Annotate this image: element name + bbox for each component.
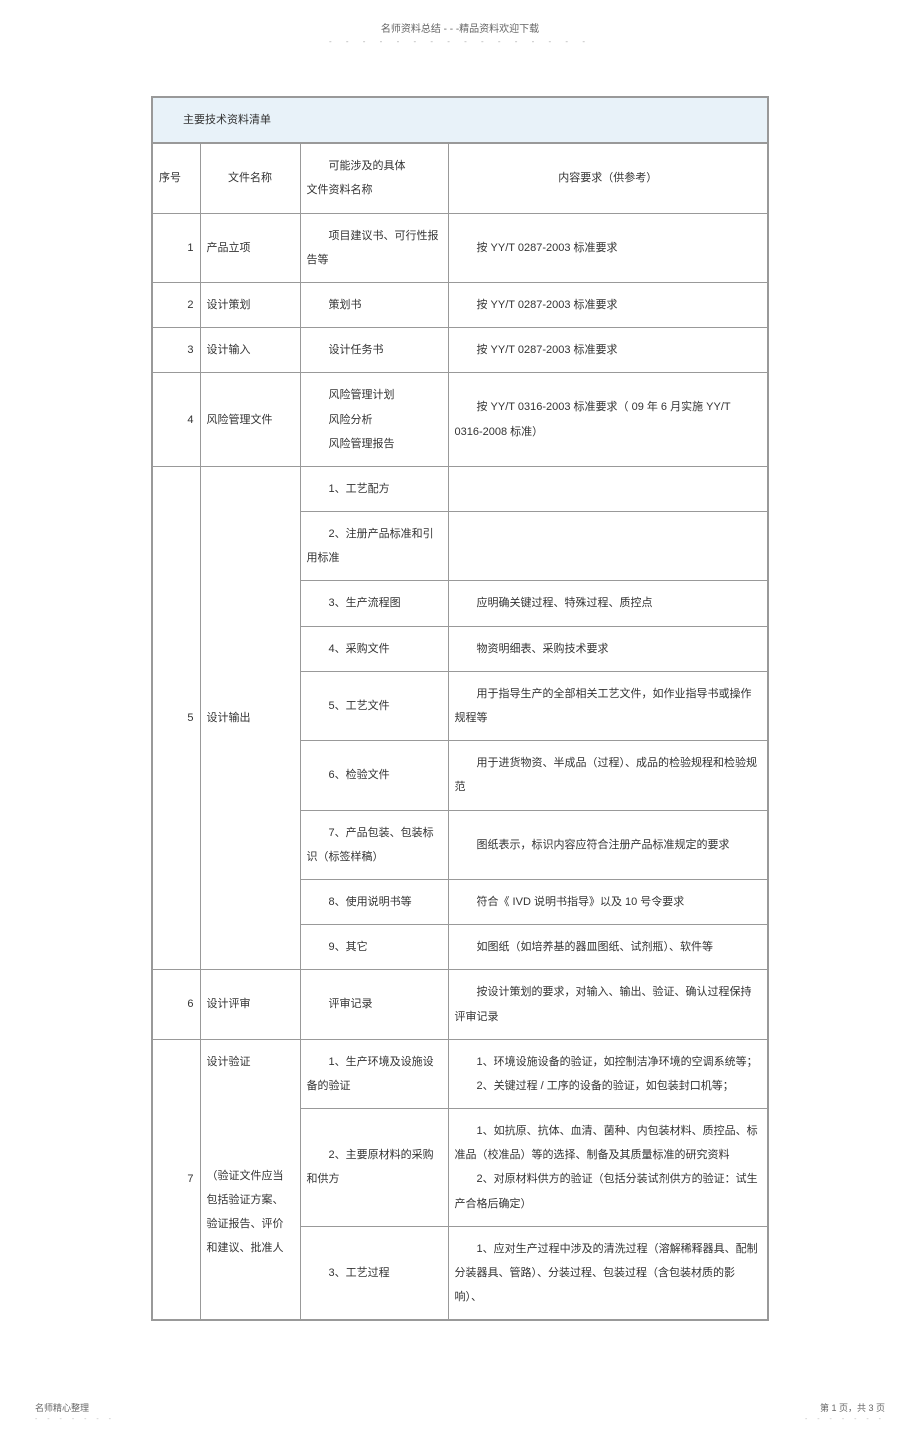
req-line: 2、关键过程 / 工序的设备的验证，如包装封口机等； — [455, 1074, 762, 1098]
cell-req: 按 YY/T 0287-2003 标准要求 — [448, 328, 768, 373]
col-header-doc-l1: 可能涉及的具体 — [307, 154, 442, 178]
cell-doc: 1、生产环境及设施设备的验证 — [300, 1039, 448, 1108]
cell-req: 1、如抗原、抗体、血清、菌种、内包装材料、质控品、标准品（校准品）等的选择、制备… — [448, 1109, 768, 1227]
page-footer: 名师精心整理 - - - - - - - 第 1 页，共 3 页 - - - -… — [35, 1401, 885, 1423]
cell-req: 用于指导生产的全部相关工艺文件，如作业指导书或操作规程等 — [448, 671, 768, 740]
cell-req: 符合《 IVD 说明书指导》以及 10 号令要求 — [448, 879, 768, 924]
footer-left-dots: - - - - - - - — [35, 1416, 115, 1423]
footer-left: 名师精心整理 - - - - - - - — [35, 1401, 115, 1423]
cell-filename: 设计验证 （验证文件应当包括验证方案、验证报告、评价和建议、批准人 — [200, 1039, 300, 1320]
header-dots: - - - - - - - - - - - - - - - - — [0, 37, 920, 46]
cell-doc: 设计任务书 — [300, 328, 448, 373]
table-row: 7 设计验证 （验证文件应当包括验证方案、验证报告、评价和建议、批准人 1、生产… — [152, 1039, 768, 1108]
col-header-num: 序号 — [152, 143, 200, 213]
cell-doc: 项目建议书、可行性报告等 — [300, 213, 448, 282]
cell-doc: 2、注册产品标准和引用标准 — [300, 512, 448, 581]
cell-doc: 4、采购文件 — [300, 626, 448, 671]
cell-num: 4 — [152, 373, 200, 467]
cell-req — [448, 466, 768, 511]
doc-line: 风险分析 — [307, 408, 442, 432]
cell-doc: 3、工艺过程 — [300, 1226, 448, 1320]
cell-req: 按 YY/T 0287-2003 标准要求 — [448, 213, 768, 282]
cell-num: 5 — [152, 466, 200, 969]
cell-req: 物资明细表、采购技术要求 — [448, 626, 768, 671]
cell-filename: 设计输入 — [200, 328, 300, 373]
footer-left-text: 名师精心整理 — [35, 1401, 115, 1414]
table-title: 主要技术资料清单 — [152, 97, 768, 143]
filename-line: （验证文件应当包括验证方案、验证报告、评价和建议、批准人 — [207, 1164, 294, 1261]
cell-doc: 7、产品包装、包装标识（标签样稿） — [300, 810, 448, 879]
req-line: 2、对原材料供方的验证（包括分装试剂供方的验证：试生产合格后确定） — [455, 1167, 762, 1215]
cell-doc: 5、工艺文件 — [300, 671, 448, 740]
cell-doc: 6、检验文件 — [300, 741, 448, 810]
footer-right: 第 1 页，共 3 页 - - - - - - - — [805, 1401, 885, 1423]
footer-right-dots: - - - - - - - — [805, 1416, 885, 1423]
cell-req: 用于进货物资、半成品（过程）、成品的检验规程和检验规范 — [448, 741, 768, 810]
cell-num: 6 — [152, 970, 200, 1039]
cell-req: 1、应对生产过程中涉及的清洗过程（溶解稀释器具、配制分装器具、管路）、分装过程、… — [448, 1226, 768, 1320]
cell-doc: 8、使用说明书等 — [300, 879, 448, 924]
col-header-req: 内容要求（供参考） — [448, 143, 768, 213]
table-row: 2 设计策划 策划书 按 YY/T 0287-2003 标准要求 — [152, 282, 768, 327]
col-header-doc-l2: 文件资料名称 — [307, 178, 442, 202]
cell-req: 如图纸（如培养基的器皿图纸、试剂瓶）、软件等 — [448, 925, 768, 970]
cell-req — [448, 512, 768, 581]
cell-doc: 评审记录 — [300, 970, 448, 1039]
cell-filename: 产品立项 — [200, 213, 300, 282]
table-title-row: 主要技术资料清单 — [152, 97, 768, 143]
table-row: 5 设计输出 1、工艺配方 — [152, 466, 768, 511]
table-row: 3 设计输入 设计任务书 按 YY/T 0287-2003 标准要求 — [152, 328, 768, 373]
cell-num: 3 — [152, 328, 200, 373]
cell-req: 按设计策划的要求，对输入、输出、验证、确认过程保持评审记录 — [448, 970, 768, 1039]
cell-req: 按 YY/T 0316-2003 标准要求（ 09 年 6 月实施 YY/T 0… — [448, 373, 768, 467]
page-header: 名师资料总结 - - -精品资料欢迎下载 — [0, 20, 920, 35]
col-header-doc: 可能涉及的具体 文件资料名称 — [300, 143, 448, 213]
cell-doc: 9、其它 — [300, 925, 448, 970]
cell-doc: 2、主要原材料的采购和供方 — [300, 1109, 448, 1227]
filename-line: 设计验证 — [207, 1050, 294, 1074]
footer-right-text: 第 1 页，共 3 页 — [805, 1401, 885, 1414]
cell-filename: 设计输出 — [200, 466, 300, 969]
req-line: 1、环境设施设备的验证，如控制洁净环境的空调系统等； — [455, 1050, 762, 1074]
table-header-row: 序号 文件名称 可能涉及的具体 文件资料名称 内容要求（供参考） — [152, 143, 768, 213]
cell-num: 1 — [152, 213, 200, 282]
materials-table: 主要技术资料清单 序号 文件名称 可能涉及的具体 文件资料名称 内容要求（供参考… — [151, 96, 769, 1321]
table-row: 6 设计评审 评审记录 按设计策划的要求，对输入、输出、验证、确认过程保持评审记… — [152, 970, 768, 1039]
cell-num: 2 — [152, 282, 200, 327]
doc-line: 风险管理计划 — [307, 383, 442, 407]
cell-req: 按 YY/T 0287-2003 标准要求 — [448, 282, 768, 327]
cell-doc: 3、生产流程图 — [300, 581, 448, 626]
table-row: 1 产品立项 项目建议书、可行性报告等 按 YY/T 0287-2003 标准要… — [152, 213, 768, 282]
cell-req: 1、环境设施设备的验证，如控制洁净环境的空调系统等； 2、关键过程 / 工序的设… — [448, 1039, 768, 1108]
table-row: 4 风险管理文件 风险管理计划 风险分析 风险管理报告 按 YY/T 0316-… — [152, 373, 768, 467]
cell-filename: 风险管理文件 — [200, 373, 300, 467]
cell-filename: 设计策划 — [200, 282, 300, 327]
cell-req: 应明确关键过程、特殊过程、质控点 — [448, 581, 768, 626]
cell-doc: 风险管理计划 风险分析 风险管理报告 — [300, 373, 448, 467]
cell-req: 图纸表示，标识内容应符合注册产品标准规定的要求 — [448, 810, 768, 879]
cell-num: 7 — [152, 1039, 200, 1320]
cell-doc: 1、工艺配方 — [300, 466, 448, 511]
req-line: 1、如抗原、抗体、血清、菌种、内包装材料、质控品、标准品（校准品）等的选择、制备… — [455, 1119, 762, 1167]
cell-doc: 策划书 — [300, 282, 448, 327]
col-header-filename: 文件名称 — [200, 143, 300, 213]
doc-line: 风险管理报告 — [307, 432, 442, 456]
cell-filename: 设计评审 — [200, 970, 300, 1039]
